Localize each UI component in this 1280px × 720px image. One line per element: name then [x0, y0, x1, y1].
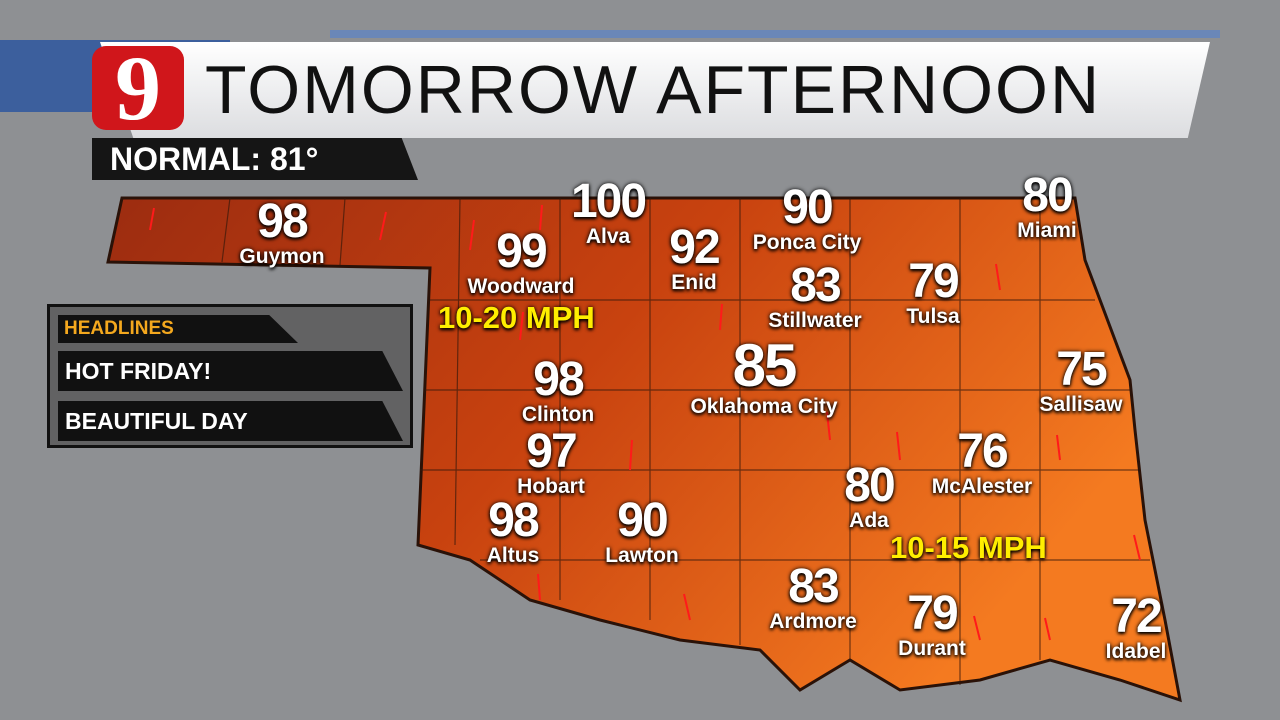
city-durant: 79 Durant [898, 587, 966, 660]
normal-temperature: NORMAL: 81° [92, 138, 418, 180]
city-name: Clinton [521, 403, 595, 426]
city-name: Guymon [239, 245, 325, 268]
city-name: Durant [898, 637, 966, 660]
headline-item: BEAUTIFUL DAY [58, 401, 403, 441]
city-name: Lawton [605, 544, 679, 567]
headline-item: HOT FRIDAY! [58, 351, 403, 391]
city-temp: 72 [1111, 590, 1162, 643]
city-temp: 90 [782, 181, 833, 234]
city-alva: 100 Alva [570, 175, 647, 248]
page-title: TOMORROW AFTERNOON [205, 52, 1102, 128]
headlines-panel: HEADLINES HOT FRIDAY! BEAUTIFUL DAY [47, 304, 413, 448]
city-stillwater: 83 Stillwater [768, 259, 862, 332]
city-temp: 79 [907, 587, 958, 640]
city-temp: 79 [908, 255, 959, 308]
city-sallisaw: 75 Sallisaw [1039, 343, 1123, 416]
city-name: Alva [585, 225, 631, 248]
city-name: Altus [486, 544, 540, 567]
city-temp: 97 [526, 425, 577, 478]
city-altus: 98 Altus [486, 494, 540, 567]
channel-9-logo: 9 [92, 42, 184, 134]
city-temp: 98 [488, 494, 539, 547]
city-temp: 99 [496, 225, 547, 278]
city-name: Tulsa [906, 305, 960, 328]
city-temp: 98 [533, 353, 584, 406]
city-miami: 80 Miami [1017, 169, 1077, 242]
city-clinton: 98 Clinton [521, 353, 595, 426]
city-temp: 76 [957, 425, 1008, 478]
city-name: Hobart [517, 475, 585, 498]
city-woodward: 99 Woodward [467, 225, 575, 298]
city-enid: 92 Enid [669, 221, 720, 294]
city-tulsa: 79 Tulsa [906, 255, 960, 328]
city-temp: 75 [1056, 343, 1107, 396]
city-name: Sallisaw [1039, 393, 1123, 416]
city-oklahoma-city: 85 Oklahoma City [690, 332, 838, 418]
city-hobart: 97 Hobart [517, 425, 585, 498]
city-ada: 80 Ada [844, 459, 895, 532]
wind-arrows [149, 204, 1141, 641]
city-name: McAlester [931, 475, 1033, 498]
city-name: Idabel [1105, 640, 1167, 663]
wind-speed-west: 10-20 MPH [438, 300, 595, 335]
wind-speed-southeast: 10-15 MPH [890, 530, 1047, 565]
city-name: Ardmore [769, 610, 857, 633]
city-temp: 80 [844, 459, 895, 512]
city-name: Ponca City [752, 231, 862, 254]
city-idabel: 72 Idabel [1105, 590, 1167, 663]
title-banner [100, 42, 1210, 138]
city-guymon: 98 Guymon [239, 195, 325, 268]
banner-accent-line [330, 30, 1220, 38]
city-name: Miami [1017, 219, 1077, 242]
city-ardmore: 83 Ardmore [769, 560, 857, 633]
city-ponca-city: 90 Ponca City [752, 181, 862, 254]
city-name: Oklahoma City [690, 395, 838, 418]
city-temp: 92 [669, 221, 720, 274]
city-lawton: 90 Lawton [605, 494, 679, 567]
city-temp: 85 [732, 332, 798, 399]
city-temp: 83 [790, 259, 841, 312]
city-temp: 80 [1022, 169, 1073, 222]
city-temp: 100 [570, 175, 647, 228]
city-name: Enid [671, 271, 717, 294]
city-temp: 83 [788, 560, 839, 613]
city-name: Woodward [467, 275, 575, 298]
city-mcalester: 76 McAlester [931, 425, 1033, 498]
city-name: Stillwater [768, 309, 862, 332]
oklahoma-state-shape [106, 196, 1182, 703]
city-temp: 98 [257, 195, 308, 248]
city-temp: 90 [617, 494, 668, 547]
county-lines [221, 197, 1150, 685]
headlines-title: HEADLINES [58, 315, 298, 343]
city-name: Ada [849, 509, 889, 532]
